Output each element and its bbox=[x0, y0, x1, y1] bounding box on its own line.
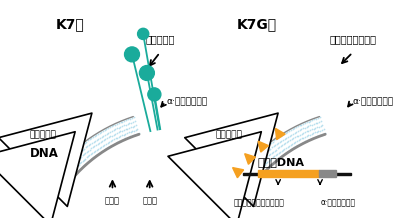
Text: 細胞壁: 細胞壁 bbox=[142, 197, 157, 206]
Text: α·アグルチニン: α·アグルチニン bbox=[321, 199, 356, 208]
Bar bbox=[243, 173, 351, 175]
Text: α·アグルチニン: α·アグルチニン bbox=[353, 97, 394, 106]
Bar bbox=[258, 170, 319, 177]
Text: 組換えDNA: 組換えDNA bbox=[258, 157, 305, 167]
Circle shape bbox=[148, 88, 161, 101]
Text: 小胞体輸送: 小胞体輸送 bbox=[30, 130, 56, 139]
Text: K7株: K7株 bbox=[56, 17, 85, 31]
Circle shape bbox=[140, 66, 154, 80]
Text: DNA: DNA bbox=[30, 146, 58, 160]
Bar bbox=[319, 170, 336, 177]
Text: 表層蛋白質: 表層蛋白質 bbox=[145, 34, 175, 44]
Text: グルコアミラーゼ: グルコアミラーゼ bbox=[329, 34, 376, 44]
Text: 細胞内: 細胞内 bbox=[105, 197, 120, 206]
Text: K7G株: K7G株 bbox=[237, 17, 277, 31]
Polygon shape bbox=[276, 128, 285, 140]
Polygon shape bbox=[233, 168, 244, 178]
Polygon shape bbox=[245, 154, 256, 164]
Text: グルコアミラーゼ遺伝子: グルコアミラーゼ遺伝子 bbox=[234, 199, 285, 208]
Polygon shape bbox=[258, 141, 268, 152]
Circle shape bbox=[138, 28, 149, 39]
Text: 小胞体輸送: 小胞体輸送 bbox=[216, 130, 243, 139]
Circle shape bbox=[124, 47, 140, 62]
Text: α·アグルチニン: α·アグルチニン bbox=[166, 97, 208, 106]
